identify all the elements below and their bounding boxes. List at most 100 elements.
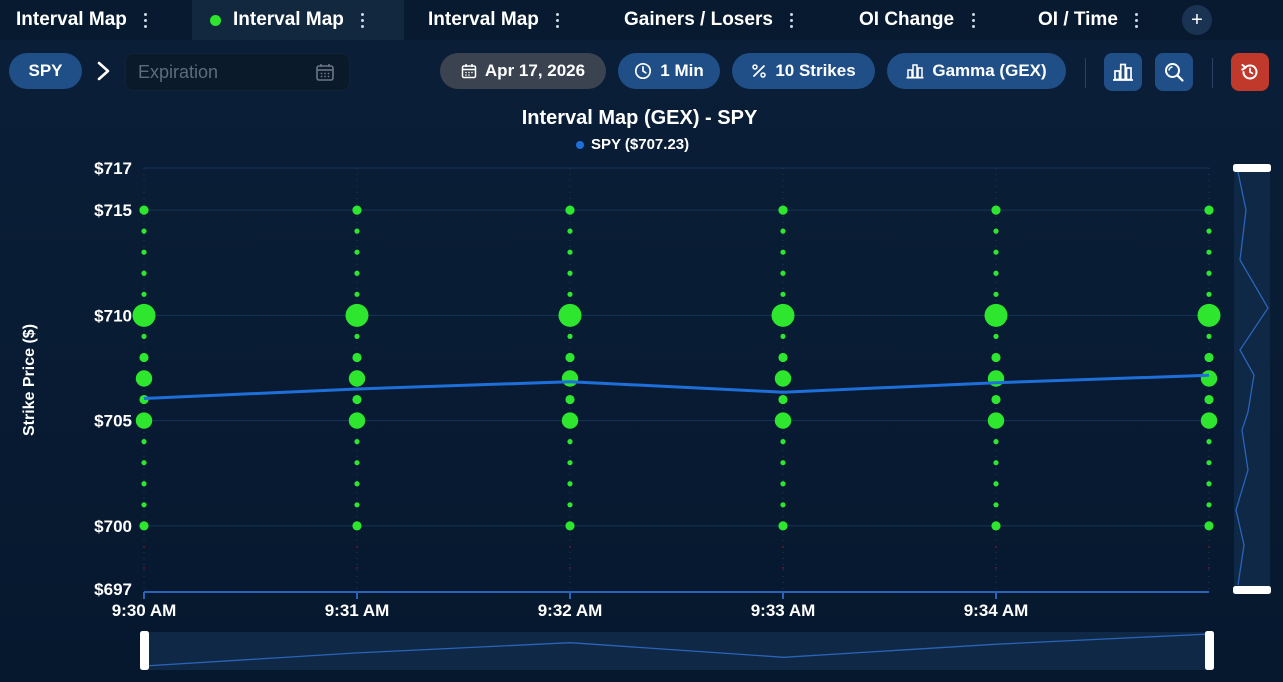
gex-bubble [354,481,360,487]
chart-type-button[interactable] [1104,53,1142,91]
gex-bubble [780,333,786,339]
toolbar: SPY Apr 17, 2 [0,40,1283,102]
x-tick-label: 9:34 AM [964,601,1029,620]
symbol-button[interactable]: SPY [9,53,82,89]
chevron-right-icon [97,61,110,81]
add-tab-button[interactable]: + [1182,5,1212,35]
y-navigator-track [1234,168,1270,590]
gex-bubble [139,352,149,363]
gex-bubble [993,333,999,339]
chart-legend[interactable]: SPY ($707.23) [576,136,689,153]
gex-bubble [993,502,999,508]
y-navigator-series [1235,171,1269,586]
gex-bubble [567,249,573,255]
gex-bubble [1208,567,1210,569]
x-navigator-track [144,632,1210,670]
kebab-menu-icon[interactable] [358,10,368,30]
tab-oi-time[interactable]: OI / Time [1018,0,1158,40]
reset-icon [1241,64,1258,80]
gex-bubble [354,291,360,297]
gex-bubble [139,521,149,531]
kebab-menu-icon[interactable] [968,10,978,30]
gex-bubble [354,502,360,508]
gex-bubble [993,228,999,234]
tab-bar: Interval Map Interval Map Interval Map G… [0,0,1283,40]
gex-bubble [354,270,360,276]
gex-bubbles [132,205,1221,569]
gex-bubble [780,439,786,445]
expiration-input[interactable] [138,61,308,83]
gex-bubble [354,439,360,445]
metric-button[interactable]: Gamma (GEX) [887,53,1066,89]
gex-bubble [348,370,366,387]
gex-bubble [567,228,573,234]
interval-button[interactable]: 1 Min [618,53,720,89]
gex-bubble [771,303,795,327]
tab-label: Interval Map [233,9,344,30]
tab-oi-change[interactable]: OI Change [841,0,1018,40]
gex-bubble [1208,546,1210,548]
y-range-navigator[interactable] [1233,164,1271,594]
kebab-menu-icon[interactable] [553,10,563,30]
gex-bubble [774,370,792,387]
tab-interval-map-2[interactable]: Interval Map [192,0,404,40]
gex-bubble [352,394,362,405]
tab-label: OI Change [859,9,955,30]
gex-bubble [352,521,362,531]
gex-bubble [778,394,788,405]
zoom-button[interactable] [1155,53,1193,91]
gex-bubble [352,205,362,215]
expiration-field[interactable] [125,53,350,91]
gex-bubble [143,546,145,548]
percent-icon [752,64,767,78]
tab-label: Gainers / Losers [624,9,773,30]
gex-bubble [567,270,573,276]
tab-label: Interval Map [16,9,127,30]
gex-bubble [558,303,582,327]
gex-bubble [1200,412,1218,429]
gex-bubble [984,303,1008,327]
chart-grid [143,167,1210,589]
calendar-icon [461,64,477,79]
reset-button[interactable] [1231,53,1269,91]
legend-series-marker [576,140,584,149]
gex-bubble [141,460,147,466]
kebab-menu-icon[interactable] [141,10,151,30]
calendar-icon[interactable] [315,62,335,82]
gex-bubble [565,205,575,215]
strikes-button[interactable]: 10 Strikes [732,53,875,89]
kebab-menu-icon[interactable] [787,10,797,30]
gex-bubble [356,567,358,569]
gex-bubble [141,291,147,297]
gex-bubble [567,460,573,466]
date-button[interactable]: Apr 17, 2026 [440,53,606,89]
gex-bubble [139,205,149,215]
x-navigator-handle-left [140,631,149,670]
date-label: Apr 17, 2026 [484,61,586,80]
chart-title-text: Interval Map (GEX) - SPY [521,107,758,129]
tab-gainers-losers[interactable]: Gainers / Losers [603,0,841,40]
gex-bubble [345,303,369,327]
gex-bubble [569,567,571,569]
gex-bubble [135,412,153,429]
gex-bubble [993,460,999,466]
gex-bubble [1206,249,1212,255]
gex-bubble [1206,228,1212,234]
gex-bubble [778,205,788,215]
gex-bubble [565,521,575,531]
gex-bubble [774,412,792,429]
gex-bubble [141,439,147,445]
gex-bubble [1206,270,1212,276]
tab-interval-map-3[interactable]: Interval Map [404,0,603,40]
gex-bubble [987,412,1005,429]
gex-bubble [135,370,153,387]
tab-interval-map-1[interactable]: Interval Map [0,0,192,40]
bar-chart-icon [906,64,924,79]
gex-bubble [1204,352,1214,363]
zoom-icon [1165,63,1184,82]
kebab-menu-icon[interactable] [1132,10,1142,30]
x-range-navigator[interactable] [140,631,1214,670]
x-navigator-handle-right [1205,631,1214,670]
clock-icon [635,62,652,80]
interval-label: 1 Min [660,61,704,80]
